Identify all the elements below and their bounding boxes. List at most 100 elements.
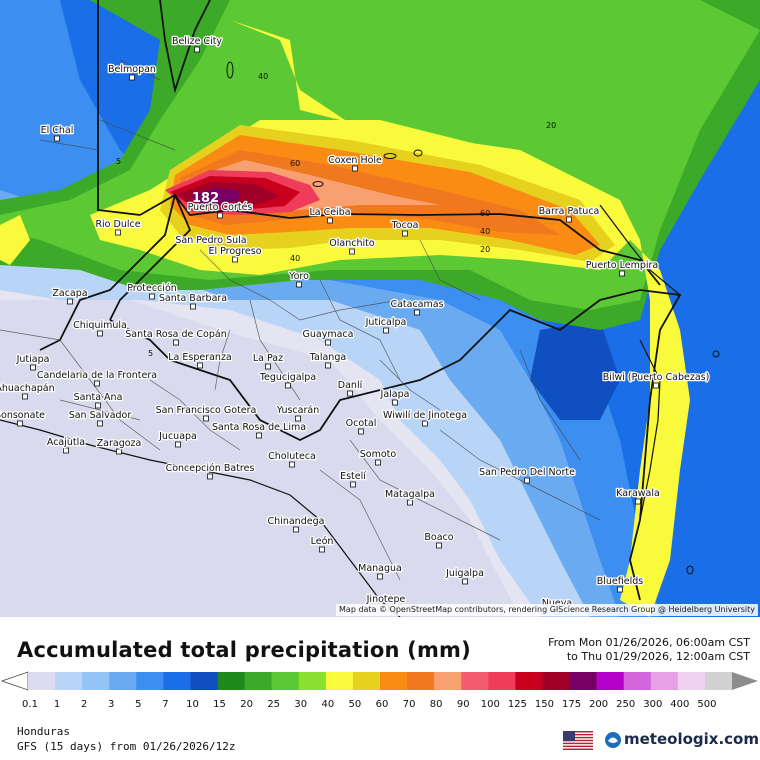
city-dot: [194, 46, 200, 53]
city-marker[interactable]: Jucuapa: [157, 430, 198, 448]
city-marker[interactable]: Zacapa: [51, 287, 89, 305]
city-marker[interactable]: Santa Ana: [72, 391, 124, 409]
contour-label: 5: [116, 157, 121, 166]
city-marker[interactable]: Olanchito: [328, 237, 376, 255]
city-marker[interactable]: Estelí: [339, 470, 368, 488]
city-marker[interactable]: Barra Patuca: [537, 205, 601, 223]
color-scale-legend: 0.1 1 2 3 5 7 10 15 20 25 30 40 50 60 70 80 90 100 125 150 1…: [0, 670, 760, 719]
city-marker[interactable]: Santa Rosa de Copán: [124, 328, 228, 346]
city-marker[interactable]: Tegucigalpa: [258, 371, 317, 389]
city-marker[interactable]: Juticalpa: [363, 316, 408, 334]
city-marker[interactable]: Zaragoza: [95, 437, 143, 455]
city-marker[interactable]: Candelaria de la Frontera: [36, 369, 158, 387]
city-marker[interactable]: Bluefields: [595, 575, 645, 593]
city-marker[interactable]: Guaymaca: [301, 328, 355, 346]
contour-label: 60: [480, 209, 490, 218]
legend-swatch: [109, 672, 137, 690]
city-dot: [327, 217, 333, 224]
city-marker[interactable]: Tocoa: [389, 219, 420, 237]
city-marker[interactable]: Catacamas: [389, 298, 445, 316]
precipitation-map[interactable]: 40 20 5 60 60 40 20 40 5 182 Belize City…: [0, 0, 760, 617]
us-flag-icon[interactable]: [563, 731, 593, 750]
city-dot: [377, 573, 383, 580]
city-dot: [619, 270, 625, 277]
city-label: Ahuachapán: [0, 383, 55, 394]
city-label: León: [311, 536, 334, 547]
city-dot: [350, 481, 356, 488]
city-dot: [97, 330, 103, 337]
city-marker[interactable]: Yoro: [287, 270, 310, 288]
city-label: Choluteca: [268, 451, 316, 462]
chart-title: Accumulated total precipitation (mm): [17, 638, 471, 662]
city-marker[interactable]: San Pedro Del Norte: [478, 466, 576, 484]
legend-swatch: [650, 672, 679, 690]
legend-tick-label: 70: [403, 699, 416, 710]
legend-min-arrow: [0, 671, 29, 691]
city-marker[interactable]: El Progreso: [207, 245, 263, 263]
city-marker[interactable]: Yuscarán: [274, 404, 321, 422]
city-marker[interactable]: Boaco: [423, 531, 455, 549]
legend-swatch: [55, 672, 83, 690]
legend-swatch: [163, 672, 191, 690]
legend-tick-label: 2: [81, 699, 87, 710]
city-marker[interactable]: Puerto Lempira: [584, 259, 660, 277]
city-marker[interactable]: Jalapa: [378, 388, 411, 406]
city-marker[interactable]: Juigalpa: [444, 567, 485, 585]
city-marker[interactable]: Acajutla: [46, 436, 86, 454]
city-marker[interactable]: Santa Rosa de Lima: [211, 421, 307, 439]
city-marker[interactable]: El Chal: [39, 124, 75, 142]
city-label: Santa Barbara: [159, 293, 227, 304]
city-marker[interactable]: León: [309, 535, 335, 553]
city-marker[interactable]: Ahuachapán: [0, 382, 56, 400]
legend-tick-label: 400: [670, 699, 689, 710]
city-marker[interactable]: Protección: [126, 282, 178, 300]
city-marker[interactable]: La Esperanza: [167, 351, 233, 369]
city-dot: [566, 216, 572, 223]
city-label: Chinandega: [268, 516, 325, 527]
city-label: Santa Ana: [74, 392, 123, 403]
legend-swatch: [217, 672, 246, 690]
city-marker[interactable]: Sonsonate: [0, 409, 46, 427]
city-label: Danlí: [338, 380, 363, 391]
city-marker[interactable]: Rio Dulce: [94, 218, 142, 236]
city-label: Juticalpa: [365, 317, 407, 328]
city-dot: [30, 364, 36, 371]
brand-name[interactable]: meteologix.com: [624, 730, 759, 748]
city-marker[interactable]: Bilwi (Puerto Cabezas): [601, 371, 711, 389]
city-label: El Progreso: [208, 246, 261, 257]
city-marker[interactable]: Chiquimula: [72, 319, 128, 337]
legend-swatch: [380, 672, 408, 690]
city-marker[interactable]: Managua: [357, 562, 403, 580]
city-marker[interactable]: Ocotal: [344, 417, 378, 435]
city-dot: [97, 420, 103, 427]
city-marker[interactable]: Karawala: [615, 487, 661, 505]
city-marker[interactable]: Wiwilí de Jinotega: [382, 409, 468, 427]
city-marker[interactable]: Danlí: [336, 379, 364, 397]
city-marker[interactable]: Coxen Hole: [327, 154, 383, 172]
city-marker[interactable]: San Pedro Sula: [174, 234, 248, 252]
city-dot: [197, 362, 203, 369]
city-marker[interactable]: Belize City: [171, 35, 224, 53]
city-label: El Chal: [41, 125, 74, 136]
city-marker[interactable]: Jutiapa: [14, 353, 51, 371]
period-from: From Mon 01/26/2026, 06:00am CST: [548, 636, 750, 649]
city-marker[interactable]: San Francisco Gotera: [154, 404, 258, 422]
city-marker[interactable]: Santa Barbara: [158, 292, 228, 310]
city-marker[interactable]: Puerto Cortés: [186, 201, 254, 219]
city-label: San Salvador: [69, 410, 132, 421]
city-marker[interactable]: La Paz: [252, 352, 284, 370]
city-marker[interactable]: San Salvador: [67, 409, 133, 427]
legend-swatch: [461, 672, 489, 690]
city-marker[interactable]: La Ceiba: [308, 206, 352, 224]
city-marker[interactable]: Matagalpa: [384, 488, 436, 506]
city-dot: [17, 420, 23, 427]
city-marker[interactable]: Chinandega: [266, 515, 326, 533]
city-marker[interactable]: Talanga: [308, 351, 347, 369]
city-label: Karawala: [616, 488, 660, 499]
city-marker[interactable]: Somoto: [358, 448, 398, 466]
contour-label: 60: [290, 159, 300, 168]
city-marker[interactable]: Choluteca: [267, 450, 317, 468]
city-marker[interactable]: Belmopan: [107, 63, 157, 81]
legend-swatch: [190, 672, 219, 690]
city-marker[interactable]: Concepción Batres: [164, 462, 256, 480]
